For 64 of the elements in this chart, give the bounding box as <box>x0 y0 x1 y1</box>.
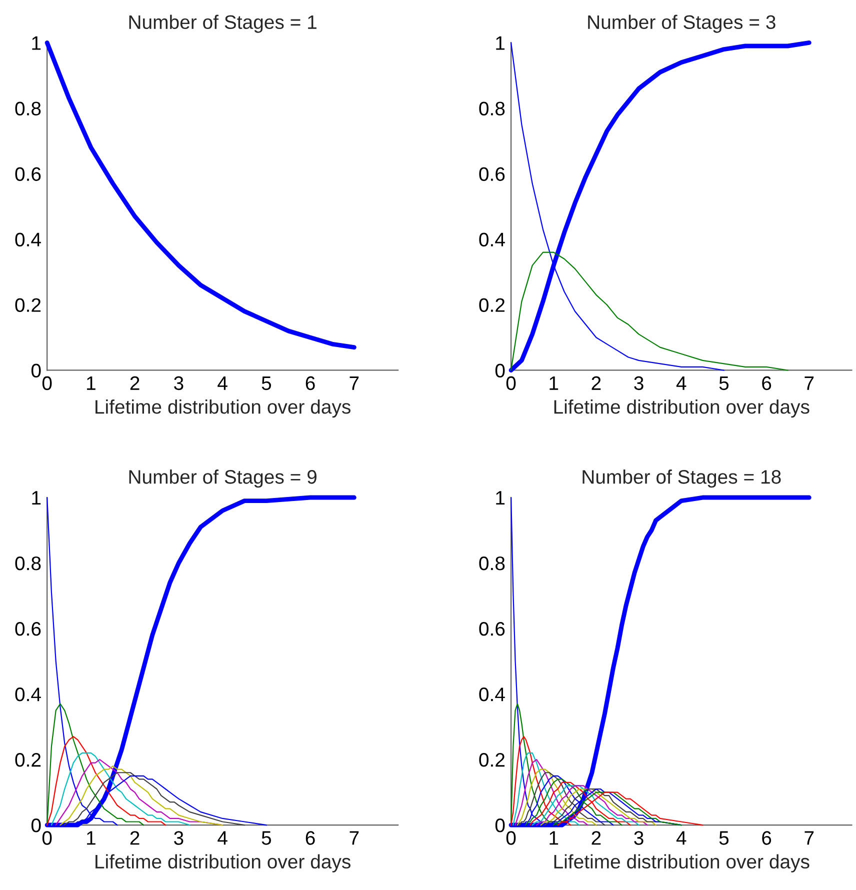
chart-title: Number of Stages = 18 <box>582 470 781 488</box>
x-axis-title: Lifetime distribution over days <box>554 854 810 872</box>
y-tick-label: 1 <box>32 491 41 505</box>
x-tick-label: 4 <box>676 831 686 845</box>
x-tick-label: 3 <box>634 376 644 390</box>
x-tick-label: 3 <box>174 376 184 390</box>
x-tick-label: 2 <box>592 831 601 845</box>
y-tick-label: 0 <box>31 818 41 832</box>
chart-title: Number of Stages = 3 <box>588 14 776 33</box>
y-tick-label: 0.8 <box>15 556 41 570</box>
x-tick-label: 1 <box>87 831 96 845</box>
y-tick-label: 0 <box>495 818 505 832</box>
x-tick-label: 6 <box>762 376 772 390</box>
x-tick-label: 4 <box>676 376 686 390</box>
x-tick-label: 2 <box>592 376 601 390</box>
y-tick-label: 0.6 <box>479 167 505 181</box>
x-tick-label: 0 <box>506 376 516 390</box>
x-tick-label: 0 <box>42 831 52 845</box>
x-axis-title: Lifetime distribution over days <box>96 854 350 872</box>
x-tick-label: 4 <box>218 831 228 845</box>
y-tick-label: 0.2 <box>479 752 505 767</box>
y-tick-label: 0.8 <box>15 102 41 116</box>
x-tick-label: 0 <box>506 831 516 845</box>
x-tick-label: 3 <box>174 831 184 845</box>
y-tick-label: 0.2 <box>479 298 505 312</box>
x-tick-label: 5 <box>262 376 272 390</box>
x-tick-label: 1 <box>550 831 558 845</box>
y-tick-label: 0.2 <box>15 298 41 312</box>
y-tick-label: 0.4 <box>479 687 505 702</box>
x-tick-label: 7 <box>804 376 814 390</box>
y-tick-label: 0.4 <box>479 232 505 246</box>
y-tick-label: 0.6 <box>15 167 41 181</box>
x-tick-label: 5 <box>262 831 272 845</box>
x-tick-label: 6 <box>762 831 772 845</box>
chart-title: Number of Stages = 1 <box>129 14 316 33</box>
x-tick-label: 7 <box>804 831 814 845</box>
y-tick-label: 0.2 <box>15 752 41 767</box>
x-tick-label: 7 <box>350 831 359 845</box>
y-tick-label: 1 <box>32 36 41 50</box>
y-tick-label: 0.8 <box>479 102 505 116</box>
chart-title: Number of Stages = 9 <box>129 470 316 488</box>
y-tick-label: 0.4 <box>15 687 41 702</box>
x-axis-title: Lifetime distribution over days <box>96 399 350 418</box>
x-tick-label: 3 <box>634 831 644 845</box>
x-axis-title: Lifetime distribution over days <box>554 399 810 418</box>
y-tick-label: 0.6 <box>479 622 505 636</box>
y-tick-label: 1 <box>496 36 505 50</box>
x-tick-label: 6 <box>306 376 315 390</box>
x-tick-label: 5 <box>719 376 729 390</box>
y-tick-label: 0 <box>495 364 505 378</box>
x-tick-label: 7 <box>350 376 359 390</box>
y-tick-label: 0.8 <box>479 556 505 570</box>
y-tick-label: 0 <box>31 364 41 378</box>
y-tick-label: 1 <box>496 491 505 505</box>
x-tick-label: 4 <box>218 376 228 390</box>
x-tick-label: 1 <box>550 376 558 390</box>
x-tick-label: 1 <box>87 376 96 390</box>
x-tick-label: 0 <box>42 376 52 390</box>
x-tick-label: 6 <box>306 831 315 845</box>
y-tick-label: 0.6 <box>15 622 41 636</box>
x-tick-label: 5 <box>719 831 729 845</box>
y-tick-label: 0.4 <box>15 232 41 246</box>
x-tick-label: 2 <box>130 831 140 845</box>
x-tick-label: 2 <box>130 376 140 390</box>
